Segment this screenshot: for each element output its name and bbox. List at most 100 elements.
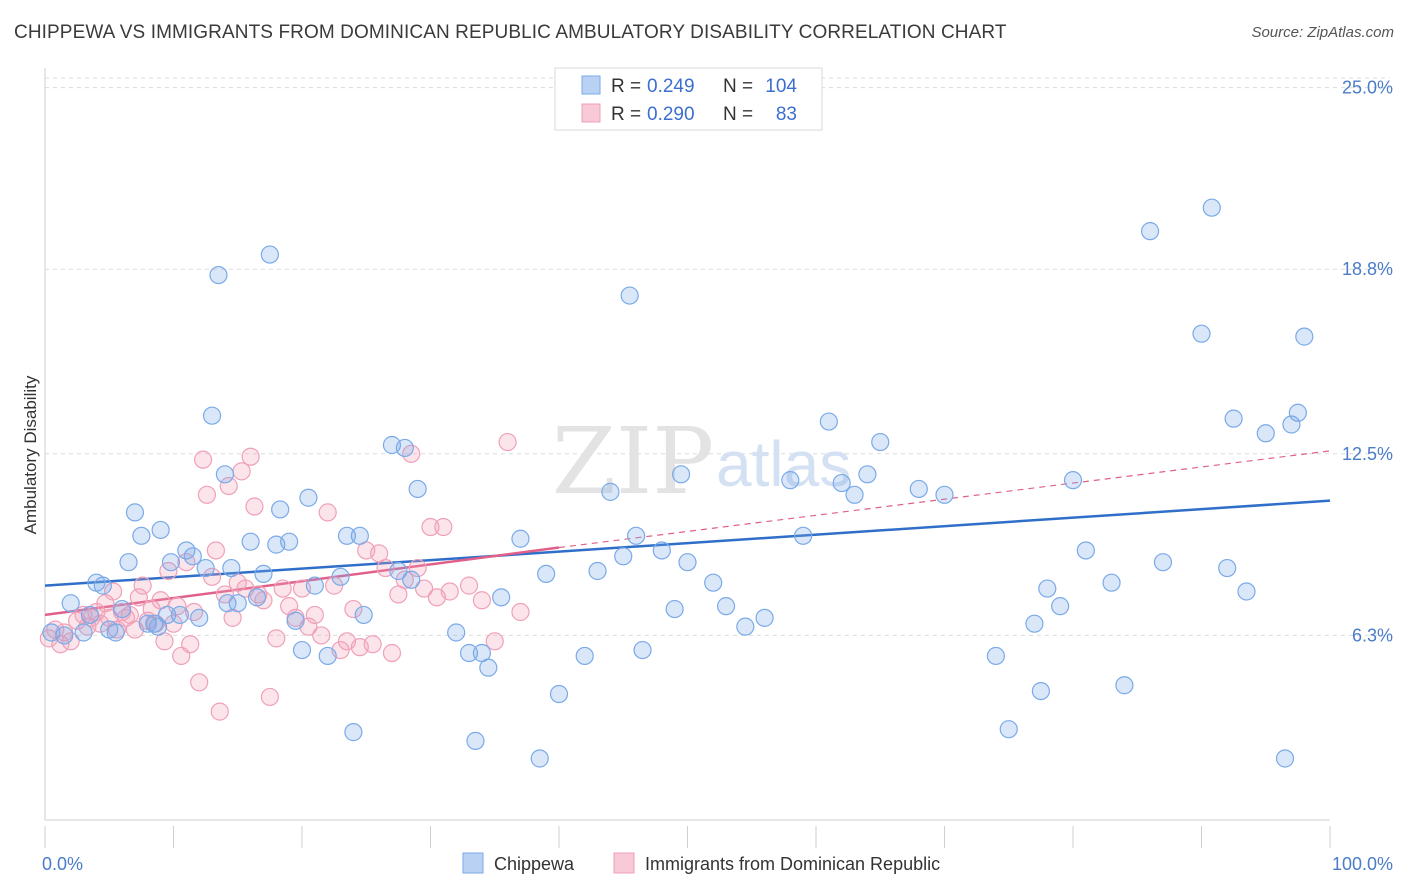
bottom-legend-label-dominican: Immigrants from Dominican Republic: [645, 854, 940, 874]
chippewa-point: [626, 526, 646, 545]
chippewa-point: [704, 573, 723, 592]
series-dominican-points: [39, 432, 530, 721]
dominican-point: [382, 643, 402, 663]
chippewa-point: [106, 623, 125, 642]
chippewa-trend-line: [44, 499, 1331, 587]
chippewa-point: [871, 432, 890, 452]
dominican-point: [260, 687, 279, 707]
legend-n-label-1: N =: [723, 76, 753, 97]
chippewa-point: [1076, 541, 1095, 560]
legend-r-label-1: R =: [611, 76, 641, 97]
chippewa-point: [652, 541, 671, 560]
dominican-point: [181, 635, 200, 654]
chippewa-point: [318, 646, 337, 666]
chippewa-point: [794, 526, 813, 545]
chippewa-point: [1102, 573, 1121, 592]
chippewa-point: [511, 529, 530, 548]
chippewa-point: [1237, 582, 1256, 601]
chippewa-point: [1140, 222, 1160, 241]
bottom-legend-label-chippewa: Chippewa: [494, 854, 575, 874]
chippewa-point: [228, 594, 247, 613]
chippewa-point: [408, 479, 427, 499]
chippewa-point: [1224, 409, 1243, 428]
chippewa-point: [202, 406, 222, 425]
chart-title: CHIPPEWA VS IMMIGRANTS FROM DOMINICAN RE…: [14, 22, 1007, 43]
chippewa-point: [190, 608, 209, 627]
chippewa-point: [161, 553, 181, 572]
chippewa-point: [909, 479, 928, 499]
trend-lines: [44, 450, 1331, 617]
chippewa-point: [530, 749, 549, 768]
dominican-point: [210, 702, 229, 721]
chippewa-point: [402, 570, 421, 589]
chippewa-point: [492, 588, 511, 607]
chippewa-point: [781, 471, 800, 490]
dominican-point: [459, 576, 479, 595]
chippewa-point: [215, 465, 234, 484]
chippewa-point: [292, 640, 312, 660]
chippewa-point: [125, 503, 145, 522]
chippewa-point: [1202, 198, 1221, 217]
chippewa-point: [1295, 327, 1314, 346]
chippewa-point: [845, 485, 864, 504]
chippewa-point: [620, 286, 639, 305]
legend-r-value-1: 0.249: [647, 76, 695, 97]
chippewa-point: [280, 532, 299, 551]
chippewa-point: [119, 553, 138, 572]
series-chippewa-points: [42, 198, 1314, 768]
chippewa-point: [633, 640, 652, 660]
chippewa-point: [832, 473, 851, 493]
dominican-point: [421, 517, 440, 537]
chippewa-point: [935, 485, 954, 504]
chippewa-point: [601, 482, 620, 501]
chippewa-point: [74, 623, 93, 642]
dominican-point: [232, 462, 251, 481]
dominican-point: [241, 447, 260, 466]
dominican-trend-line: [44, 546, 560, 617]
chippewa-point: [858, 465, 877, 484]
grid-lines: [45, 77, 1390, 636]
x-tick-label-min: 0.0%: [42, 854, 83, 874]
chippewa-point: [986, 646, 1006, 666]
chippewa-point: [157, 605, 177, 625]
chippewa-point: [575, 646, 594, 666]
x-tick-label-max: 100.0%: [1332, 854, 1393, 874]
dominican-point: [184, 602, 204, 622]
y-axis-title: Ambulatory Disability: [21, 375, 40, 534]
chippewa-point: [151, 520, 170, 540]
chippewa-point: [736, 617, 755, 636]
chippewa-point: [716, 597, 736, 616]
chippewa-point: [337, 526, 357, 545]
chippewa-point: [1192, 324, 1211, 343]
legend-swatch-blue: [581, 75, 601, 95]
chippewa-point: [138, 614, 157, 633]
chippewa-point: [678, 553, 697, 572]
chippewa-point: [665, 599, 684, 619]
dominican-point: [318, 503, 337, 522]
chippewa-point: [1256, 424, 1275, 443]
dominican-point: [498, 432, 517, 452]
legend-r-label-2: R =: [611, 104, 641, 125]
chippewa-point: [183, 547, 202, 566]
chippewa-point: [1063, 471, 1083, 490]
chippewa-point: [549, 684, 569, 704]
chippewa-point: [1282, 415, 1301, 434]
legend-n-label-2: N =: [723, 104, 753, 125]
axes: [44, 68, 1331, 848]
y-tick-label: 18.8%: [1342, 259, 1393, 279]
dominican-point: [133, 576, 152, 595]
chippewa-point: [170, 605, 190, 625]
chippewa-point: [614, 547, 633, 566]
dominican-point: [104, 582, 123, 601]
watermark: ZIP atlas: [552, 408, 851, 515]
chippewa-point: [132, 526, 151, 545]
dominican-point: [363, 635, 382, 654]
chippewa-point: [305, 576, 324, 595]
chippewa-point: [55, 626, 74, 645]
dominican-point: [245, 497, 264, 516]
watermark-atlas: atlas: [716, 428, 851, 500]
chippewa-point: [389, 561, 408, 581]
chippewa-point: [1153, 553, 1173, 572]
chippewa-point: [1115, 676, 1134, 695]
chippewa-point: [537, 564, 556, 584]
